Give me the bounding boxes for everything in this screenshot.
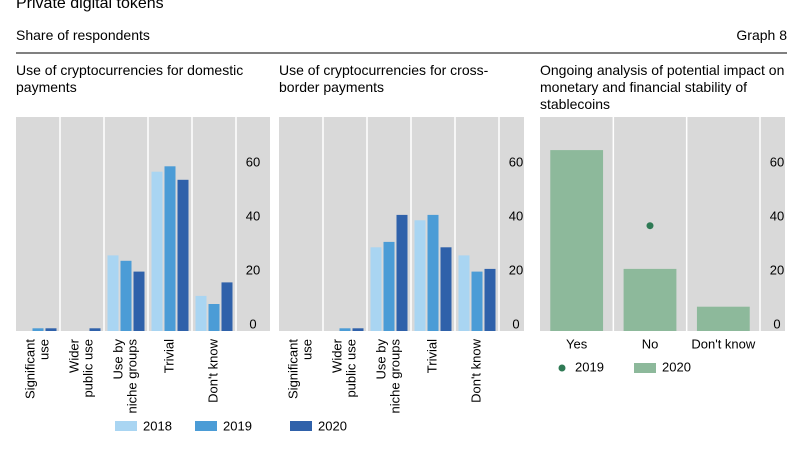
panel-title: Ongoing analysis of potential impact on … — [540, 62, 785, 112]
y-tick-label: 20 — [770, 262, 784, 277]
bar — [120, 260, 132, 331]
y-tick-label: 60 — [509, 154, 523, 169]
legend-swatch — [115, 421, 137, 431]
x-tick-label: public use — [343, 339, 358, 398]
x-tick-label: No — [642, 336, 659, 351]
x-tick-label: Significant — [22, 339, 37, 399]
legend-label: 2018 — [143, 418, 172, 433]
y-tick-label: 0 — [773, 316, 780, 331]
bar — [440, 247, 452, 331]
x-tick-label: Use by — [110, 339, 125, 380]
y-tick-label: 0 — [512, 316, 519, 331]
x-tick-label: Trivial — [161, 339, 176, 373]
y-tick-label: 20 — [246, 262, 260, 277]
y-tick-label: 40 — [770, 208, 784, 223]
bar — [45, 328, 57, 331]
y-tick-label: 20 — [509, 262, 523, 277]
bar — [352, 328, 364, 331]
bar — [370, 247, 382, 331]
x-tick-label: public use — [80, 339, 95, 398]
bar — [414, 220, 426, 331]
y-tick-label: 40 — [246, 208, 260, 223]
legend-swatch — [558, 364, 566, 372]
bar — [195, 295, 207, 331]
legend-swatch — [195, 421, 217, 431]
bar — [550, 150, 604, 331]
x-tick-label: Yes — [566, 336, 588, 351]
bar — [396, 214, 408, 331]
subtitle: Share of respondents — [16, 27, 150, 43]
bar — [458, 255, 470, 331]
panel-title: Use of cryptocurrencies for cross-border… — [279, 62, 489, 95]
bar — [164, 166, 176, 331]
bar — [133, 271, 145, 331]
bar — [427, 214, 439, 331]
x-tick-label: Use by — [373, 339, 388, 380]
bar — [383, 241, 395, 331]
bar — [151, 171, 163, 331]
y-tick-label: 60 — [246, 154, 260, 169]
bar — [177, 179, 189, 331]
legend-swatch — [290, 421, 312, 431]
graph-number: Graph 8 — [736, 27, 787, 43]
page-title: Private digital tokens — [16, 0, 164, 12]
y-tick-label: 60 — [770, 154, 784, 169]
x-tick-label: Don't know — [691, 336, 756, 351]
x-tick-label: Wider — [66, 338, 81, 373]
legend-label: 2020 — [318, 418, 347, 433]
y-tick-label: 0 — [249, 316, 256, 331]
x-tick-label: Don't know — [205, 338, 220, 403]
x-tick-label: niche groups — [124, 339, 139, 414]
bar — [107, 255, 119, 331]
x-tick-label: use — [36, 339, 51, 360]
bar — [89, 328, 101, 331]
legend-label: 2019 — [223, 418, 252, 433]
bar — [623, 268, 677, 331]
legend-label: 2019 — [575, 359, 604, 374]
bar — [484, 268, 496, 331]
x-tick-label: Don't know — [468, 338, 483, 403]
dot — [646, 222, 654, 230]
panel-title: Use of cryptocurrencies for domestic pay… — [16, 62, 244, 95]
bar — [696, 306, 750, 331]
x-tick-label: Trivial — [424, 339, 439, 373]
bar — [208, 304, 220, 331]
legend-label: 2020 — [662, 359, 691, 374]
bar — [471, 271, 483, 331]
x-tick-label: use — [299, 339, 314, 360]
x-tick-label: Wider — [329, 338, 344, 373]
bar — [221, 282, 233, 331]
y-tick-label: 40 — [509, 208, 523, 223]
bar — [339, 328, 351, 331]
bar — [32, 328, 44, 331]
x-tick-label: niche groups — [387, 339, 402, 414]
x-tick-label: Significant — [285, 339, 300, 399]
legend-swatch — [634, 363, 656, 373]
